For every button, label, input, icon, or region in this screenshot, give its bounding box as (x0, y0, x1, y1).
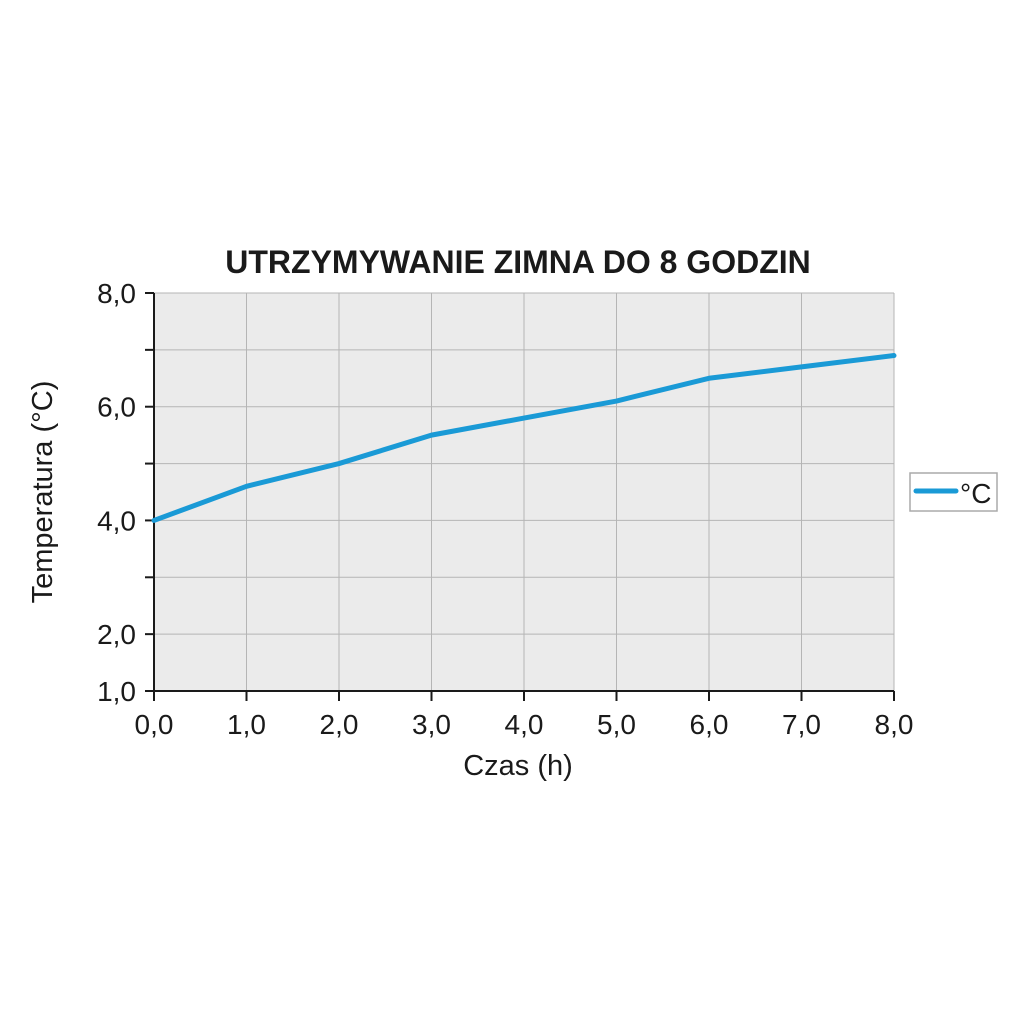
series-group (151, 353, 897, 523)
x-axis-label: Czas (h) (463, 750, 573, 782)
y-tick-label: 8,0 (97, 278, 136, 309)
legend: °C (909, 472, 998, 512)
x-axis-ticks: 0,0 1,0 2,0 3,0 4,0 5,0 6,0 7,0 8,0 (135, 691, 914, 740)
x-tick-label: 1,0 (227, 709, 266, 740)
x-tick-label: 8,0 (875, 709, 914, 740)
y-tick-label: 2,0 (97, 619, 136, 650)
chart-title: UTRZYMYWANIE ZIMNA DO 8 GODZIN (225, 244, 810, 280)
x-tick-label: 4,0 (505, 709, 544, 740)
y-tick-label: 6,0 (97, 392, 136, 423)
y-tick-label: 1,0 (97, 676, 136, 707)
y-tick-label: 4,0 (97, 505, 136, 536)
y-axis-ticks: 1,0 2,0 4,0 6,0 8,0 (97, 278, 154, 707)
x-tick-label: 6,0 (690, 709, 729, 740)
x-tick-label: 0,0 (135, 709, 174, 740)
x-tick-label: 3,0 (412, 709, 451, 740)
legend-label: °C (960, 478, 991, 509)
x-tick-label: 7,0 (782, 709, 821, 740)
y-axis-label: Temperatura (°C) (27, 381, 59, 604)
x-tick-label: 5,0 (597, 709, 636, 740)
gridlines (154, 292, 895, 691)
x-tick-label: 2,0 (320, 709, 359, 740)
